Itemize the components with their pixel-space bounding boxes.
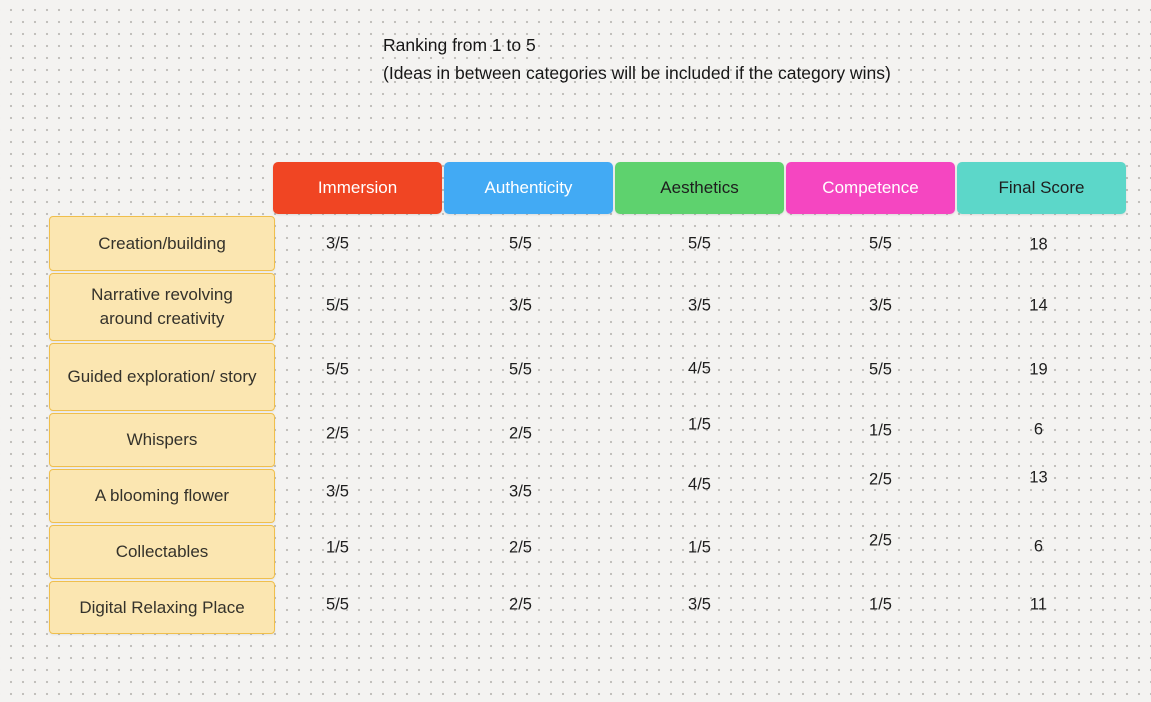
score-whispers-final-score[interactable]: 6 <box>1034 421 1043 440</box>
row-label-digital-relaxing-place[interactable]: Digital Relaxing Place <box>49 581 275 634</box>
column-header-competence[interactable]: Competence <box>786 162 955 214</box>
score-a-blooming-flower-aesthetics[interactable]: 4/5 <box>688 476 711 495</box>
column-header-label: Aesthetics <box>660 178 738 198</box>
column-header-immersion[interactable]: Immersion <box>273 162 442 214</box>
score-narrative-revolving-around-creativity-final-score[interactable]: 14 <box>1029 297 1047 316</box>
score-narrative-revolving-around-creativity-immersion[interactable]: 5/5 <box>326 297 349 316</box>
score-whispers-competence[interactable]: 1/5 <box>869 422 892 441</box>
row-label-a-blooming-flower[interactable]: A blooming flower <box>49 469 275 523</box>
row-label-text: Narrative revolving around creativity <box>63 283 261 331</box>
score-collectables-immersion[interactable]: 1/5 <box>326 539 349 558</box>
score-narrative-revolving-around-creativity-authenticity[interactable]: 3/5 <box>509 297 532 316</box>
row-label-text: Guided exploration/ story <box>68 365 257 389</box>
title-note[interactable]: Ranking from 1 to 5 (Ideas in between ca… <box>383 31 891 87</box>
score-whispers-aesthetics[interactable]: 1/5 <box>688 416 711 435</box>
score-digital-relaxing-place-aesthetics[interactable]: 3/5 <box>688 595 711 614</box>
score-guided-exploration-story-authenticity[interactable]: 5/5 <box>509 361 532 380</box>
score-collectables-final-score[interactable]: 6 <box>1034 538 1043 557</box>
score-a-blooming-flower-authenticity[interactable]: 3/5 <box>509 483 532 502</box>
row-label-text: Digital Relaxing Place <box>79 596 244 620</box>
score-whispers-authenticity[interactable]: 2/5 <box>509 425 532 444</box>
score-guided-exploration-story-aesthetics[interactable]: 4/5 <box>688 360 711 379</box>
column-header-final-score[interactable]: Final Score <box>957 162 1126 214</box>
row-label-text: A blooming flower <box>95 484 229 508</box>
score-digital-relaxing-place-competence[interactable]: 1/5 <box>869 595 892 614</box>
score-a-blooming-flower-final-score[interactable]: 13 <box>1029 469 1047 488</box>
row-label-text: Whispers <box>127 428 198 452</box>
score-digital-relaxing-place-immersion[interactable]: 5/5 <box>326 595 349 614</box>
title-line-2: (Ideas in between categories will be inc… <box>383 59 891 87</box>
column-header-label: Immersion <box>318 178 397 198</box>
column-header-label: Final Score <box>999 178 1085 198</box>
score-creation-building-final-score[interactable]: 18 <box>1029 235 1047 254</box>
score-digital-relaxing-place-authenticity[interactable]: 2/5 <box>509 595 532 614</box>
title-line-1: Ranking from 1 to 5 <box>383 31 891 59</box>
score-guided-exploration-story-immersion[interactable]: 5/5 <box>326 361 349 380</box>
score-a-blooming-flower-competence[interactable]: 2/5 <box>869 471 892 490</box>
score-creation-building-competence[interactable]: 5/5 <box>869 234 892 253</box>
column-header-label: Authenticity <box>485 178 573 198</box>
row-label-collectables[interactable]: Collectables <box>49 525 275 579</box>
score-whispers-immersion[interactable]: 2/5 <box>326 425 349 444</box>
score-collectables-authenticity[interactable]: 2/5 <box>509 539 532 558</box>
score-a-blooming-flower-immersion[interactable]: 3/5 <box>326 483 349 502</box>
row-label-text: Creation/building <box>98 232 226 256</box>
score-collectables-competence[interactable]: 2/5 <box>869 532 892 551</box>
score-guided-exploration-story-final-score[interactable]: 19 <box>1029 361 1047 380</box>
whiteboard-canvas[interactable]: Ranking from 1 to 5 (Ideas in between ca… <box>0 0 1151 702</box>
score-narrative-revolving-around-creativity-competence[interactable]: 3/5 <box>869 297 892 316</box>
column-header-aesthetics[interactable]: Aesthetics <box>615 162 784 214</box>
score-digital-relaxing-place-final-score[interactable]: 11 <box>1030 595 1047 614</box>
score-guided-exploration-story-competence[interactable]: 5/5 <box>869 361 892 380</box>
score-creation-building-aesthetics[interactable]: 5/5 <box>688 234 711 253</box>
row-label-guided-exploration-story[interactable]: Guided exploration/ story <box>49 343 275 411</box>
column-header-authenticity[interactable]: Authenticity <box>444 162 613 214</box>
score-creation-building-immersion[interactable]: 3/5 <box>326 234 349 253</box>
column-header-label: Competence <box>822 178 918 198</box>
row-label-creation-building[interactable]: Creation/building <box>49 216 275 271</box>
row-label-narrative-revolving-around-creativity[interactable]: Narrative revolving around creativity <box>49 273 275 341</box>
row-label-text: Collectables <box>116 540 209 564</box>
score-narrative-revolving-around-creativity-aesthetics[interactable]: 3/5 <box>688 297 711 316</box>
score-collectables-aesthetics[interactable]: 1/5 <box>688 539 711 558</box>
score-creation-building-authenticity[interactable]: 5/5 <box>509 234 532 253</box>
row-label-whispers[interactable]: Whispers <box>49 413 275 467</box>
